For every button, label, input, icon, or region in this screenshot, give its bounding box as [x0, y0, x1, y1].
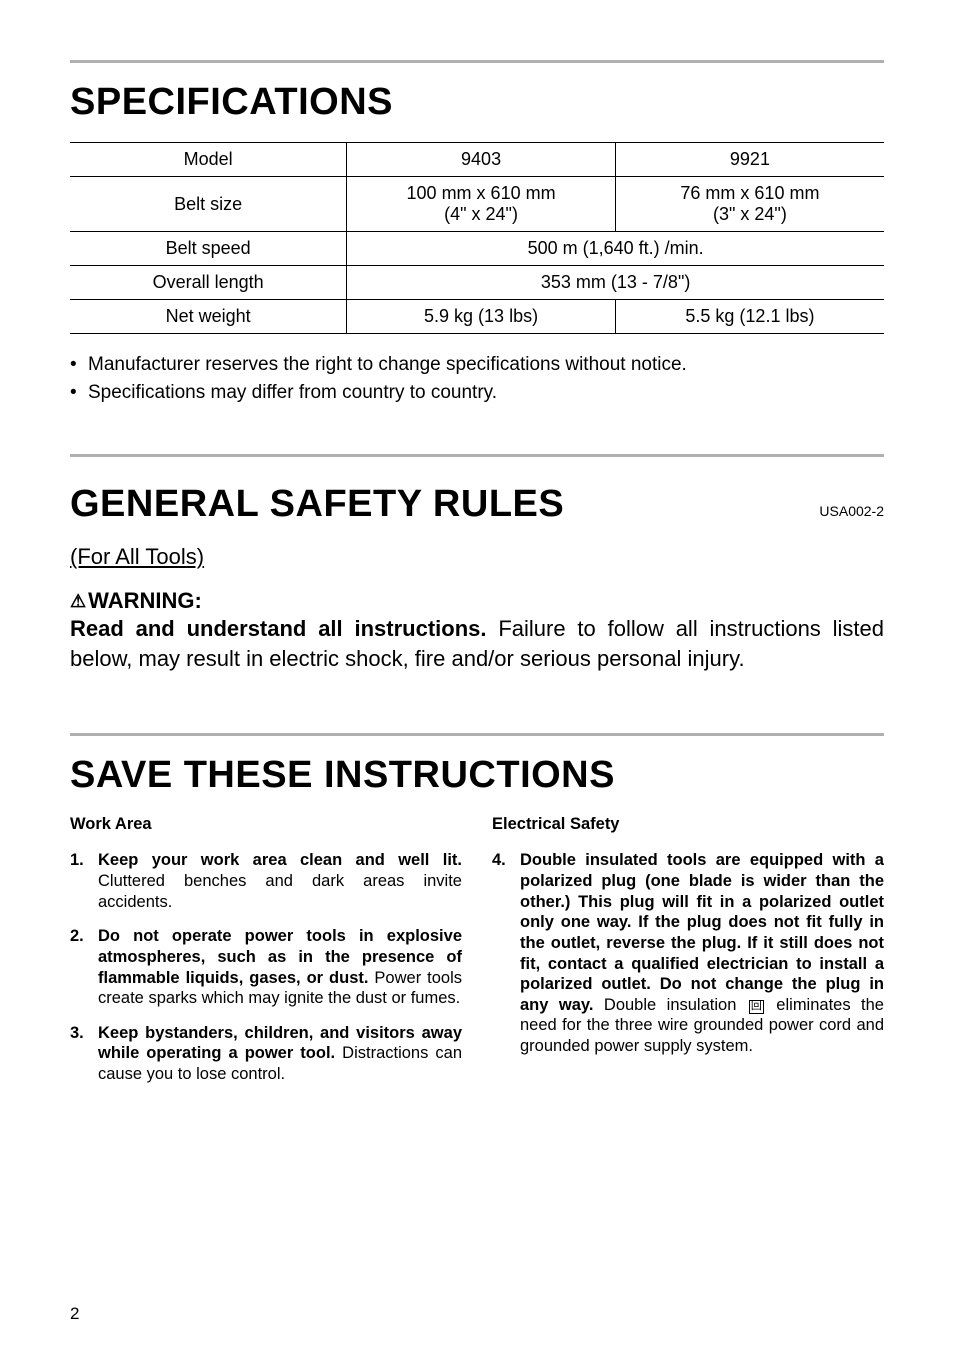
divider-lower: [70, 733, 884, 736]
for-all-tools-subhead: (For All Tools): [70, 544, 884, 570]
spec-cell: 100 mm x 610 mm (4" x 24"): [347, 177, 616, 232]
list-item: 4. Double insulated tools are equipped w…: [492, 850, 884, 1056]
warning-text: Read and understand all instructions. Fa…: [70, 614, 884, 673]
divider-top: [70, 60, 884, 63]
item-rest: Cluttered benches and dark areas invite …: [98, 872, 462, 911]
item-bold: Keep your work area clean and well lit.: [98, 851, 462, 869]
double-insulation-icon: 回: [749, 1000, 764, 1014]
instruction-columns: Work Area 1. Keep your work area clean a…: [70, 815, 884, 1098]
item-text: Double insulated tools are equipped with…: [520, 850, 884, 1056]
warning-label-text: WARNING:: [88, 588, 202, 613]
column-right: Electrical Safety 4. Double insulated to…: [492, 815, 884, 1098]
spec-label: Belt size: [70, 177, 347, 232]
list-item: 1. Keep your work area clean and well li…: [70, 850, 462, 912]
warning-icon: ⚠: [70, 591, 86, 611]
electrical-safety-list: 4. Double insulated tools are equipped w…: [492, 850, 884, 1056]
spec-label: Overall length: [70, 266, 347, 300]
spec-cell: 76 mm x 610 mm (3" x 24"): [615, 177, 884, 232]
list-item: 3. Keep bystanders, children, and visito…: [70, 1023, 462, 1085]
table-row: Net weight 5.9 kg (13 lbs) 5.5 kg (12.1 …: [70, 300, 884, 334]
list-item: 2. Do not operate power tools in explosi…: [70, 926, 462, 1009]
specifications-table: Model 9403 9921 Belt size 100 mm x 610 m…: [70, 142, 884, 334]
work-area-list: 1. Keep your work area clean and well li…: [70, 850, 462, 1084]
spec-label: Belt speed: [70, 232, 347, 266]
spec-cell: 5.5 kg (12.1 lbs): [615, 300, 884, 334]
item-text: Keep your work area clean and well lit. …: [98, 850, 462, 912]
spec-label: Net weight: [70, 300, 347, 334]
safety-heading-row: GENERAL SAFETY RULES USA002-2: [70, 473, 884, 534]
table-row: Belt speed 500 m (1,640 ft.) /min.: [70, 232, 884, 266]
item-number: 1.: [70, 850, 98, 912]
page-number: 2: [70, 1304, 79, 1324]
spec-notes: Manufacturer reserves the right to chang…: [70, 354, 884, 404]
work-area-heading: Work Area: [70, 815, 462, 834]
warning-label: ⚠WARNING:: [70, 588, 884, 614]
item-number: 4.: [492, 850, 520, 1056]
item-bold: Double insulated tools are equipped with…: [520, 851, 884, 1013]
item-text: Keep bystanders, children, and visitors …: [98, 1023, 462, 1085]
spec-note: Manufacturer reserves the right to chang…: [70, 354, 884, 376]
electrical-safety-heading: Electrical Safety: [492, 815, 884, 834]
table-row: Overall length 353 mm (13 - 7/8"): [70, 266, 884, 300]
spec-cell: 500 m (1,640 ft.) /min.: [347, 232, 884, 266]
heading-specifications: SPECIFICATIONS: [70, 81, 884, 124]
spec-cell: 9403: [347, 143, 616, 177]
item-number: 2.: [70, 926, 98, 1009]
warning-block: ⚠WARNING: Read and understand all instru…: [70, 588, 884, 673]
spec-cell: 5.9 kg (13 lbs): [347, 300, 616, 334]
item-rest-pre: Double insulation: [593, 996, 746, 1014]
table-row: Belt size 100 mm x 610 mm (4" x 24") 76 …: [70, 177, 884, 232]
page-root: SPECIFICATIONS Model 9403 9921 Belt size…: [0, 0, 954, 1352]
table-row: Model 9403 9921: [70, 143, 884, 177]
spec-cell: 9921: [615, 143, 884, 177]
spec-cell: 353 mm (13 - 7/8"): [347, 266, 884, 300]
spec-label: Model: [70, 143, 347, 177]
document-code: USA002-2: [819, 503, 884, 519]
item-text: Do not operate power tools in explosive …: [98, 926, 462, 1009]
heading-save-instructions: SAVE THESE INSTRUCTIONS: [70, 754, 884, 797]
divider-mid: [70, 454, 884, 457]
item-number: 3.: [70, 1023, 98, 1085]
heading-general-safety: GENERAL SAFETY RULES: [70, 483, 564, 526]
column-left: Work Area 1. Keep your work area clean a…: [70, 815, 462, 1098]
spec-note: Specifications may differ from country t…: [70, 382, 884, 404]
warning-lead: Read and understand all instructions.: [70, 616, 487, 641]
